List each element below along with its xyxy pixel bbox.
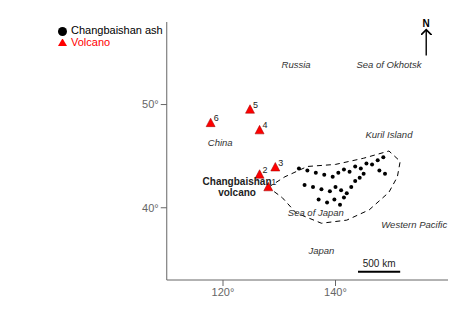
svg-text:6: 6 — [214, 113, 219, 123]
svg-text:Changbaishanvolcano: Changbaishanvolcano — [203, 175, 272, 197]
svg-text:China: China — [208, 137, 233, 148]
svg-text:Western Pacific: Western Pacific — [381, 219, 447, 230]
html-text:Volcano: Volcano — [71, 36, 111, 48]
svg-text:Sea of Okhotsk: Sea of Okhotsk — [356, 59, 422, 70]
svg-text:2: 2 — [263, 165, 268, 175]
svg-text:Japan: Japan — [307, 245, 334, 256]
svg-text:50°: 50° — [142, 98, 159, 110]
html-text:Changbaishan ash: Changbaishan ash — [71, 24, 163, 36]
svg-text:N: N — [423, 18, 430, 29]
svg-text:1: 1 — [271, 177, 276, 187]
svg-text:5: 5 — [253, 100, 258, 110]
svg-text:Russia: Russia — [282, 59, 311, 70]
svg-text:140°: 140° — [324, 286, 347, 298]
svg-text:Kuril Island: Kuril Island — [365, 129, 413, 140]
svg-text:Sea of Japan: Sea of Japan — [288, 207, 344, 218]
svg-text:40°: 40° — [142, 202, 159, 214]
svg-text:4: 4 — [263, 120, 268, 130]
svg-text:3: 3 — [278, 158, 283, 168]
svg-text:120°: 120° — [212, 286, 235, 298]
svg-text:500 km: 500 km — [363, 258, 396, 269]
